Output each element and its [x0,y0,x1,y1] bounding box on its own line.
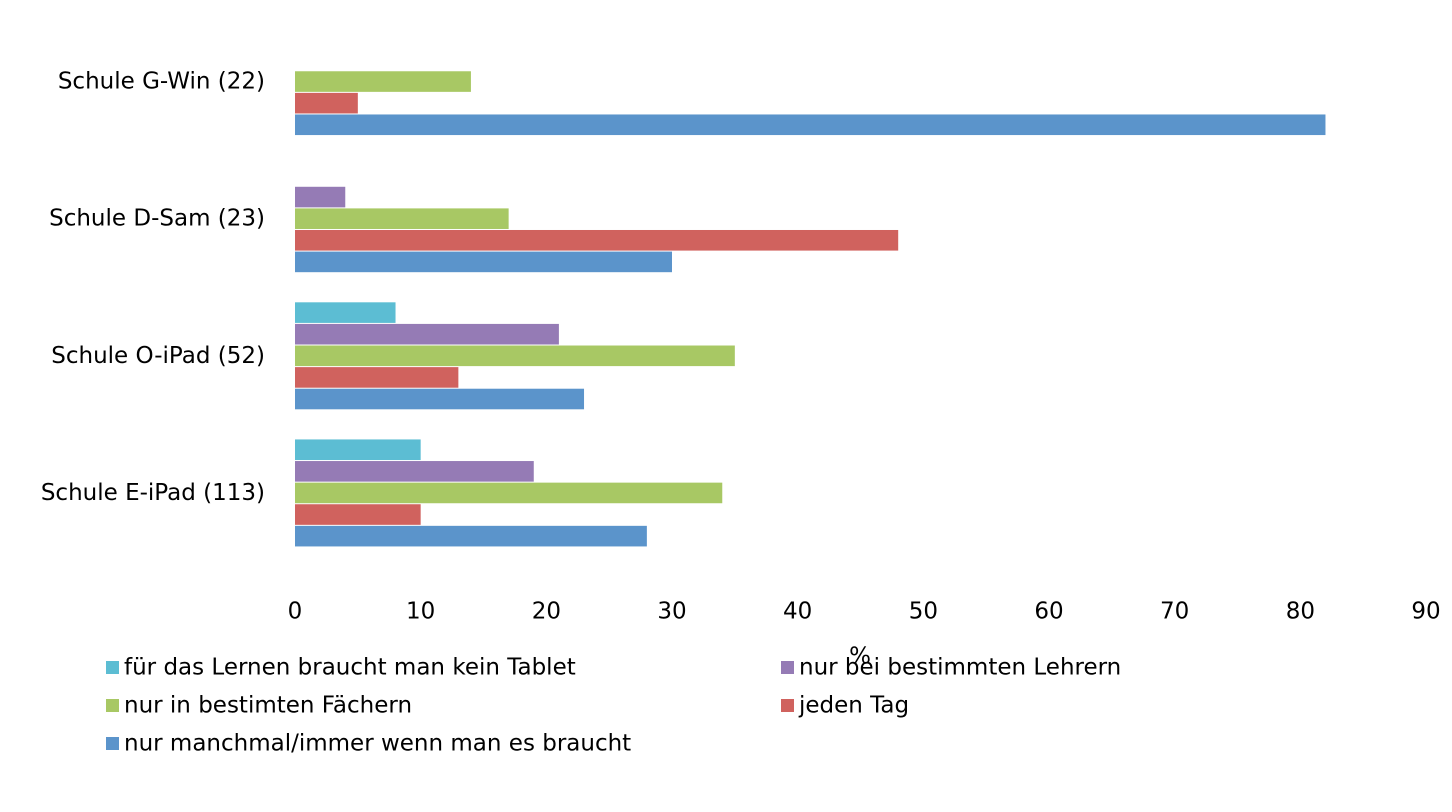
x-tick-label: 30 [657,599,686,625]
x-tick-label: 70 [1160,599,1189,625]
legend-swatch [781,699,794,712]
bar [295,439,421,461]
x-tick-label: 20 [532,599,561,625]
legend-swatch [106,737,119,750]
y-tick-label: Schule O-iPad (52) [51,343,265,369]
bar [295,504,421,525]
bar [295,461,534,482]
bar [295,229,899,251]
x-tick-label: 0 [288,599,303,625]
legend-label: nur manchmal/immer wenn man es braucht [124,731,631,757]
bar [295,525,647,547]
bar [295,251,672,273]
x-axis-label: % [849,644,871,670]
bar [295,345,735,367]
bar [295,323,559,345]
y-tick-label: Schule E-iPad (113) [41,480,265,506]
bar [295,367,459,388]
legend-label: nur bei bestimmten Lehrern [799,655,1121,681]
x-tick-label: 80 [1286,599,1315,625]
y-tick-label: Schule G-Win (22) [58,69,265,95]
x-tick-label: 40 [783,599,812,625]
x-tick-label: 50 [909,599,938,625]
legend-swatch [106,699,119,712]
bar [295,388,585,410]
bar [295,114,1326,136]
legend-label: nur in bestimten Fächern [124,693,412,719]
x-tick-label: 10 [406,599,435,625]
bar [295,482,723,504]
x-tick-label: 60 [1034,599,1063,625]
bar [295,302,396,323]
legend-swatch [106,661,119,674]
bar [295,71,471,92]
bar [295,92,358,114]
legend-label: für das Lernen braucht man kein Tablet [124,655,576,681]
legend-label: jeden Tag [798,693,909,719]
x-tick-label: 90 [1411,599,1440,625]
bar [295,208,509,229]
y-tick-label: Schule D-Sam (23) [49,206,265,232]
legend-swatch [781,661,794,674]
bar [295,186,346,208]
